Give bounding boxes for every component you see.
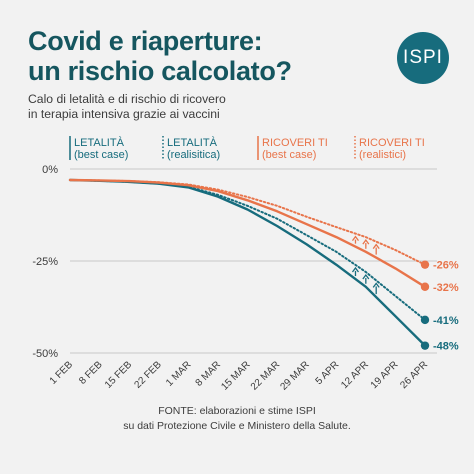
legend-sublabel: (best case) xyxy=(262,149,316,161)
x-tick-label: 22 MAR xyxy=(249,359,282,392)
x-tick-label: 1 FEB xyxy=(48,359,76,387)
y-tick-label: 0% xyxy=(42,164,58,176)
series-end-label: -48% xyxy=(433,341,459,353)
series-line xyxy=(69,179,426,266)
up-arrow-head-icon xyxy=(372,243,380,249)
source-note: FONTE: elaborazioni e stime ISPI su dati… xyxy=(0,404,474,434)
legend-label: LETALITÀ xyxy=(167,136,218,149)
source-line-2: su dati Protezione Civile e Ministero de… xyxy=(123,420,351,432)
ispi-logo: ISPI xyxy=(397,32,449,84)
legend-sublabel: (best case) xyxy=(74,149,128,161)
x-tick-label: 15 FEB xyxy=(103,359,135,391)
title-line-1: Covid e riaperture: xyxy=(28,26,263,56)
legend-label: RICOVERI TI xyxy=(262,137,328,149)
x-tick-label: 22 FEB xyxy=(133,359,165,391)
x-tick-label: 15 MAR xyxy=(219,359,252,392)
x-tick-label: 1 MAR xyxy=(164,359,193,388)
x-tick-label: 12 APR xyxy=(339,359,371,391)
logo-text: ISPI xyxy=(403,47,443,68)
series-end-point xyxy=(420,260,430,269)
series-end-label: -32% xyxy=(433,282,459,294)
up-arrow-head-icon xyxy=(351,235,359,241)
series-end-label: -41% xyxy=(433,315,459,327)
up-arrow-head-icon xyxy=(362,273,370,280)
legend-label: LETALITÀ xyxy=(74,136,125,149)
series-end-point xyxy=(420,341,430,350)
chart-title: Covid e riaperture: un rischio calcolato… xyxy=(28,26,388,86)
y-tick-label: -25% xyxy=(32,256,58,268)
series-end-point xyxy=(420,315,430,325)
up-arrow-head-icon xyxy=(362,238,370,245)
legend-sublabel: (realistici) xyxy=(359,149,406,161)
source-line-1: FONTE: elaborazioni e stime ISPI xyxy=(158,405,316,417)
series-line xyxy=(68,178,427,288)
x-tick-label: 19 APR xyxy=(369,359,401,391)
x-tick-label: 26 APR xyxy=(398,359,430,391)
up-arrow-head-icon xyxy=(351,266,359,273)
series-end-label: -26% xyxy=(433,260,459,272)
series-end-point xyxy=(420,282,430,291)
subtitle-line-1: Calo di letalità e di rischio di ricover… xyxy=(28,92,226,106)
title-line-2: un rischio calcolato? xyxy=(28,56,292,86)
chart-subtitle: Calo di letalità e di rischio di ricover… xyxy=(28,92,328,122)
legend-label: RICOVERI TI xyxy=(359,137,425,149)
up-arrow-head-icon xyxy=(372,282,380,288)
x-tick-label: 29 MAR xyxy=(278,359,311,392)
y-tick-label: -50% xyxy=(32,348,58,360)
subtitle-line-2: in terapia intensiva grazie ai vaccini xyxy=(28,107,220,121)
legend-sublabel: (realisitica) xyxy=(167,149,220,161)
x-tick-label: 5 APR xyxy=(314,359,342,387)
x-tick-label: 8 FEB xyxy=(77,359,105,387)
